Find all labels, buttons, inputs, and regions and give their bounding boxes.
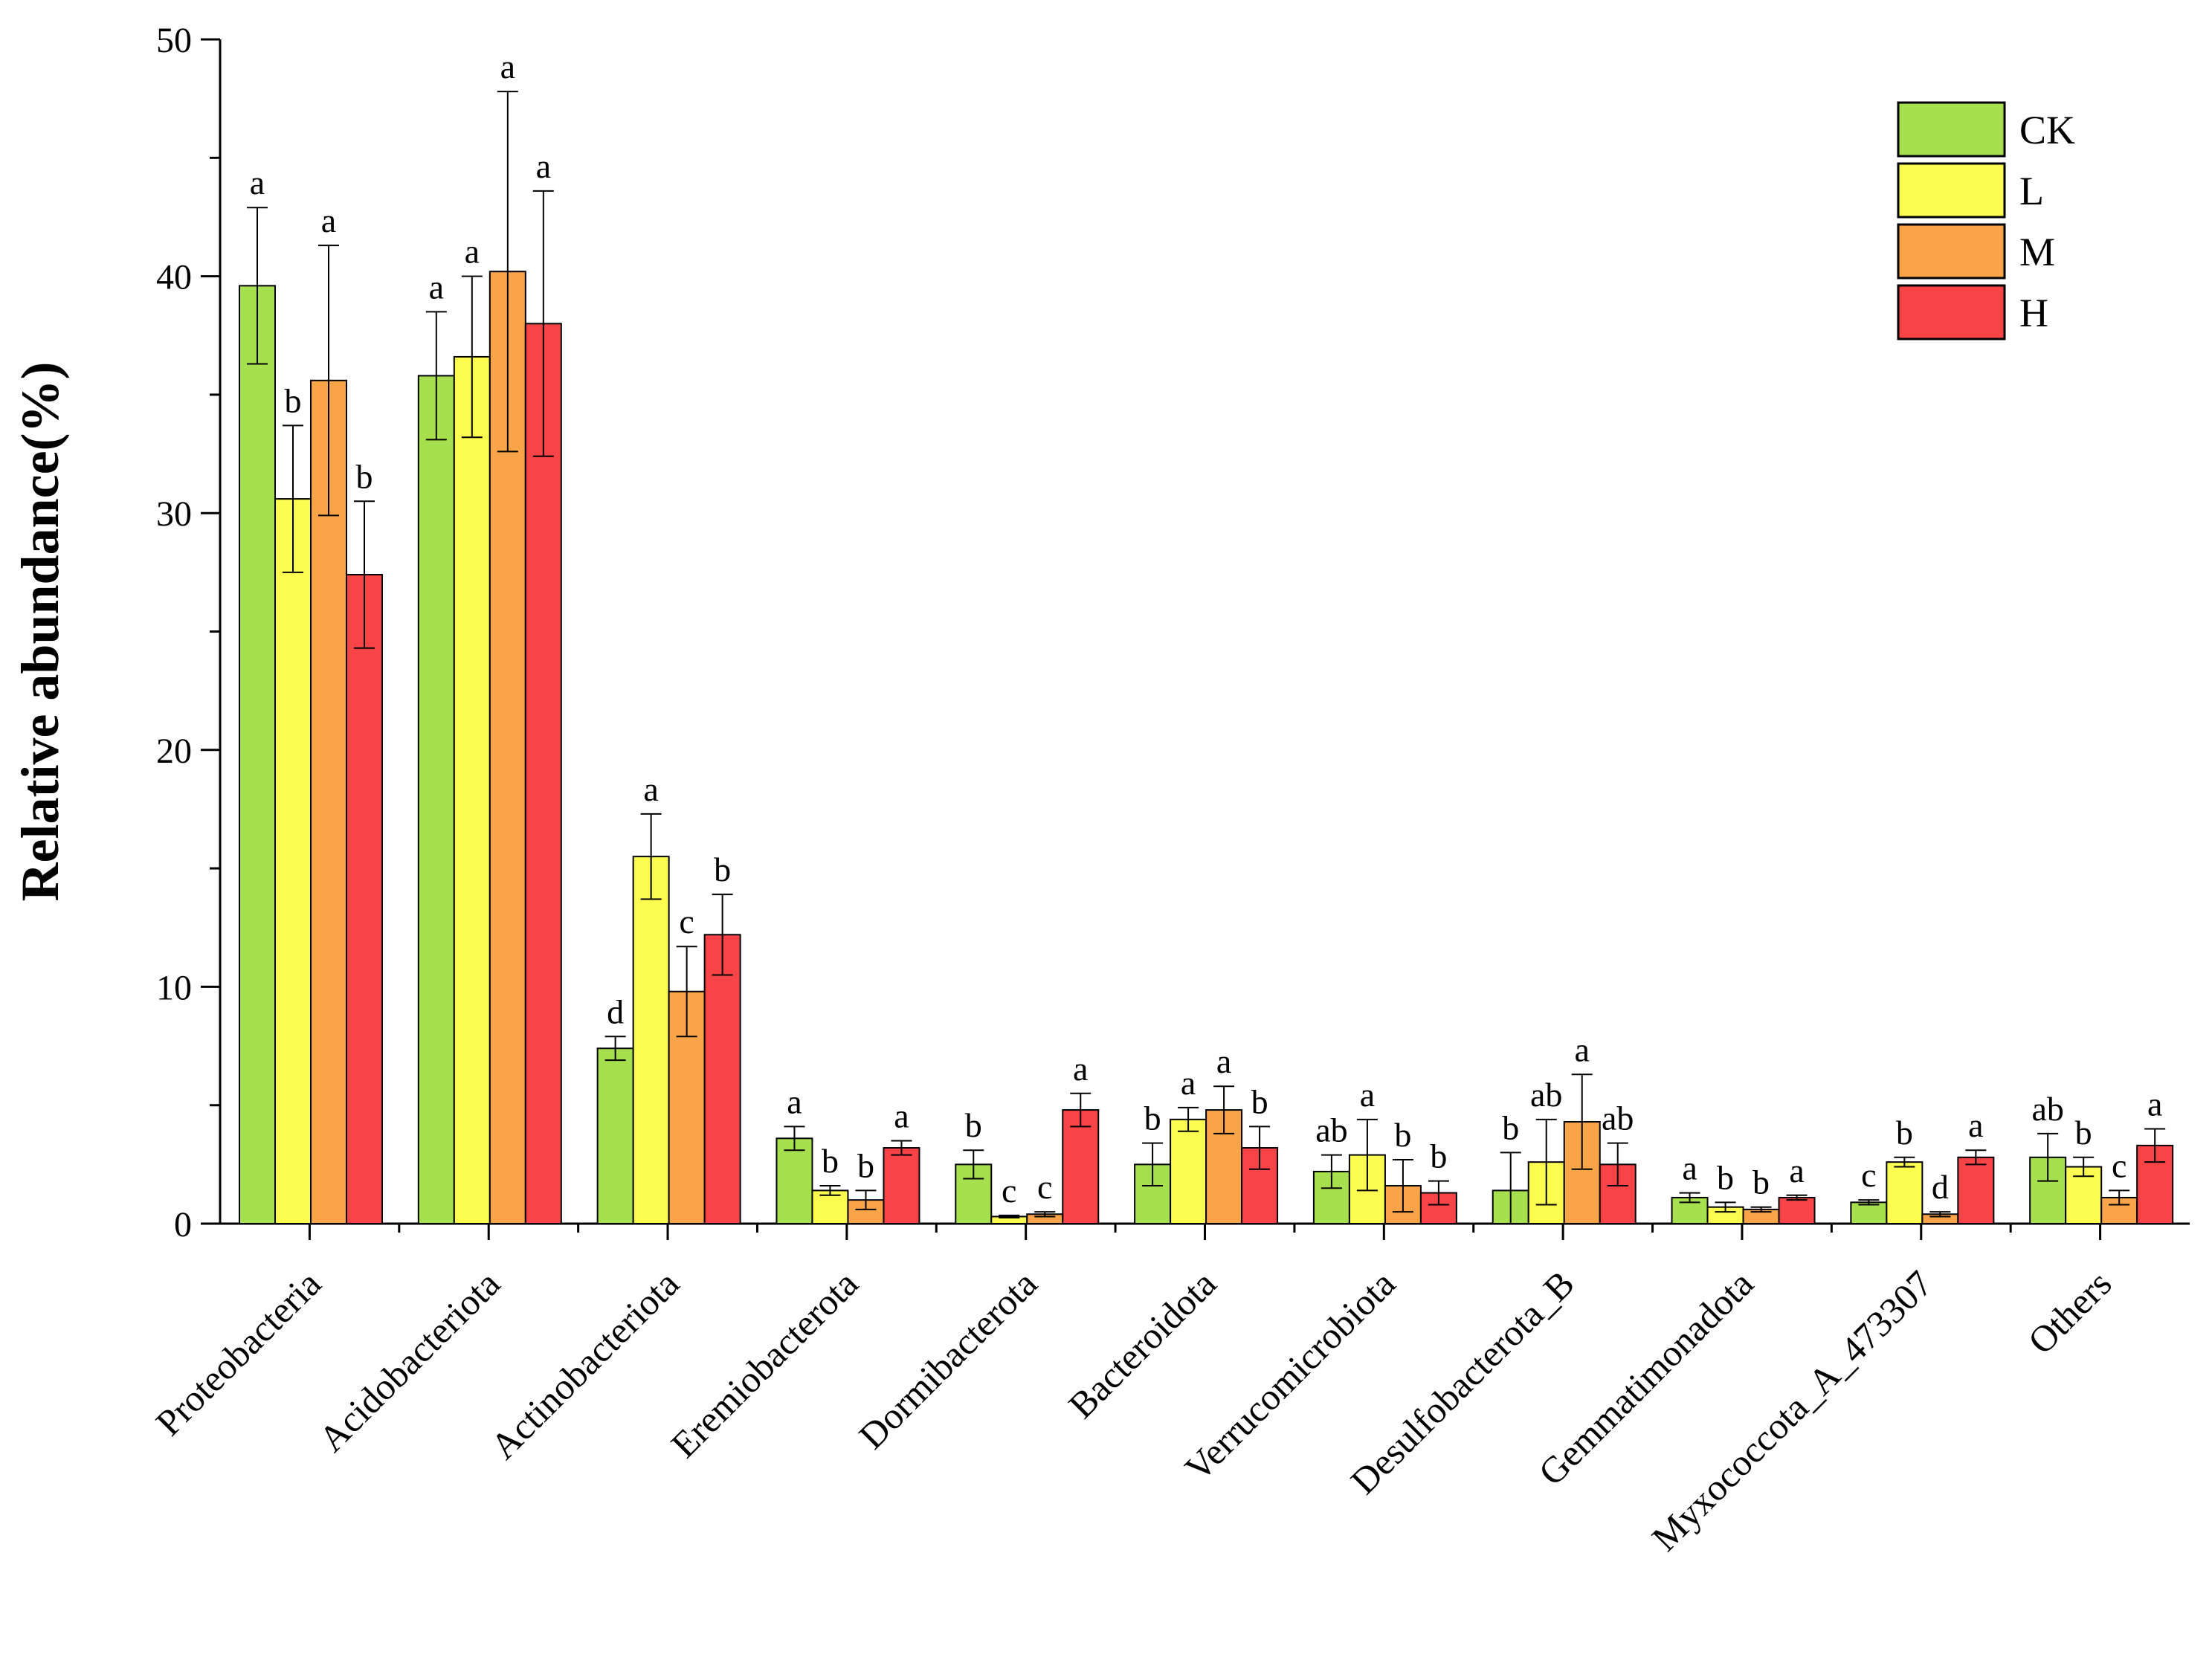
significance-letter: a <box>250 164 265 201</box>
significance-letter: b <box>1502 1108 1519 1146</box>
x-tick-label: Dormibacterota <box>851 1262 1045 1456</box>
significance-letter: d <box>607 992 624 1030</box>
significance-letter: c <box>1037 1168 1052 1206</box>
bar-h <box>1957 1156 1995 1224</box>
x-tick-label: Actinobacteriota <box>483 1262 687 1467</box>
significance-letter: b <box>965 1106 982 1144</box>
bar-l <box>274 498 312 1224</box>
significance-letter: a <box>1073 1050 1088 1088</box>
x-tick-label: Others <box>2020 1262 2120 1362</box>
bar-ck <box>417 375 455 1224</box>
significance-letter: b <box>1752 1163 1770 1201</box>
legend-label-h: H <box>2019 291 2048 335</box>
x-tick-label: Eremiobacterota <box>662 1262 865 1465</box>
legend-label-ck: CK <box>2019 108 2075 152</box>
y-tick-label: 20 <box>156 732 192 771</box>
significance-letter: d <box>1932 1168 1949 1206</box>
bar-h <box>524 323 562 1225</box>
significance-letter: a <box>1575 1030 1590 1068</box>
significance-letter: b <box>1430 1137 1447 1175</box>
significance-letter: b <box>285 381 302 419</box>
legend-swatch-h <box>1897 284 2006 340</box>
bar-h <box>883 1147 920 1224</box>
significance-letter: c <box>679 902 694 940</box>
significance-letter: a <box>1216 1042 1231 1080</box>
significance-letter: b <box>1251 1082 1268 1120</box>
significance-letter: c <box>1861 1156 1876 1194</box>
significance-letter: b <box>1717 1158 1734 1196</box>
significance-letter: c <box>2112 1146 2126 1184</box>
significance-letter: b <box>356 457 373 495</box>
y-tick-label: 10 <box>156 968 192 1007</box>
y-tick-label: 40 <box>156 258 192 297</box>
significance-letter: a <box>643 770 658 808</box>
y-axis-title: Relative abundance(%) <box>10 362 70 902</box>
significance-letter: a <box>465 233 480 271</box>
significance-letter: a <box>787 1082 802 1120</box>
bar-h <box>1778 1196 1816 1224</box>
significance-letter: b <box>1144 1099 1161 1137</box>
significance-letter: b <box>1394 1116 1411 1154</box>
significance-letter: a <box>1968 1106 1983 1144</box>
significance-letter: ab <box>1602 1099 1634 1137</box>
x-tick-label: Bacteroidota <box>1060 1262 1224 1426</box>
significance-letter: a <box>1181 1064 1196 1102</box>
bar-ck <box>1850 1201 1888 1225</box>
legend-label-l: L <box>2019 169 2044 213</box>
significance-letter: a <box>536 147 551 185</box>
significance-letter: b <box>822 1142 839 1180</box>
significance-letter: a <box>1682 1149 1697 1187</box>
bar-ck <box>596 1047 634 1224</box>
significance-letter: a <box>1360 1076 1375 1114</box>
x-tick-label: Acidobacteriota <box>311 1262 508 1459</box>
significance-letter: b <box>2075 1114 2092 1152</box>
significance-letter: b <box>857 1146 874 1184</box>
bar-m <box>310 379 347 1224</box>
y-tick-label: 50 <box>156 21 192 60</box>
legend-swatch-l <box>1897 162 2006 219</box>
bar-l <box>453 355 491 1225</box>
legend-label-m: M <box>2019 230 2055 274</box>
significance-letter: b <box>714 850 731 888</box>
significance-letter: a <box>2147 1085 2162 1123</box>
bar-l <box>1886 1161 1924 1224</box>
significance-letter: ab <box>1530 1076 1562 1114</box>
bar-l <box>1170 1118 1207 1225</box>
y-tick-label: 0 <box>174 1205 192 1244</box>
legend-swatch-ck <box>1897 101 2006 158</box>
significance-letter: ab <box>2031 1090 2063 1128</box>
significance-letter: a <box>894 1097 909 1134</box>
bar-h <box>346 574 383 1224</box>
significance-letter: b <box>1896 1114 1913 1152</box>
x-tick-label: Proteobacteria <box>147 1262 329 1444</box>
bar-ck <box>239 285 276 1224</box>
significance-letter: a <box>500 48 515 85</box>
y-tick-label: 30 <box>156 494 192 534</box>
significance-letter: a <box>321 201 336 239</box>
legend: CK LMH <box>1897 101 2075 340</box>
bar-h <box>703 934 741 1224</box>
bar-l <box>632 856 670 1225</box>
significance-letter: a <box>429 268 444 306</box>
legend-swatch-m <box>1897 223 2006 280</box>
bar-ck <box>776 1137 813 1224</box>
bar-h <box>1062 1109 1100 1225</box>
significance-letter: a <box>1789 1152 1804 1189</box>
significance-letter: c <box>1002 1172 1016 1210</box>
significance-letter: ab <box>1315 1111 1347 1149</box>
